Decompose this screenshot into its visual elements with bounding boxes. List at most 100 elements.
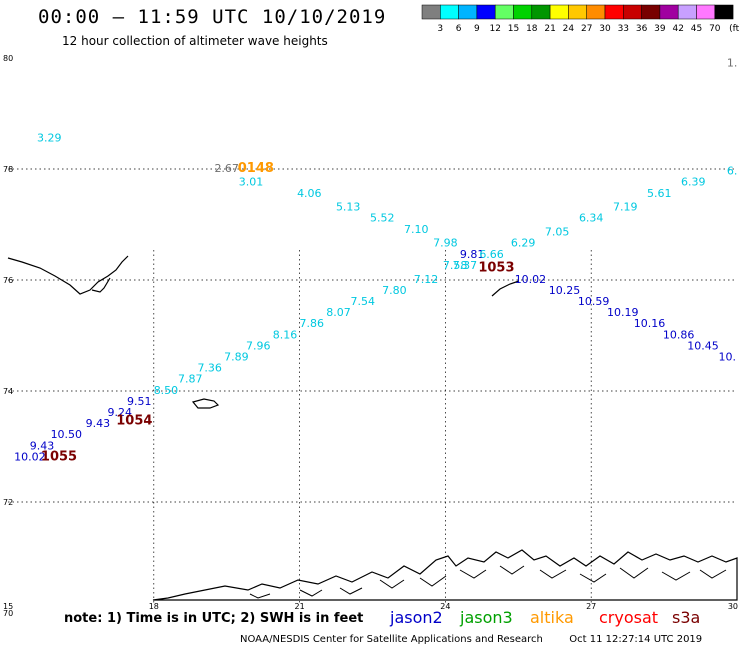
legend-tick-label: 33 [618,24,629,34]
wave-height-label: 8.16 [273,328,298,341]
wave-height-label: 8.50 [154,384,179,397]
wave-height-label: 10. [719,350,737,363]
wave-height-label: 5.52 [370,212,395,225]
latitude-label: 70 [3,609,13,618]
legend-tick-label: 3 [437,24,443,34]
satellite-jason3-label: jason3 [460,608,513,627]
longitude-labels: 15 18 21 24 27 30 [3,602,738,611]
footer-note: note: 1) Time is in UTC; 2) SWH is in fe… [64,611,364,626]
credit-text: NOAA/NESDIS Center for Satellite Applica… [240,634,543,645]
wave-height-label: 7.86 [300,317,325,330]
latitude-label: 72 [3,498,13,507]
legend-swatch [440,4,459,20]
wave-height-label: 7.58 [443,259,468,272]
wave-height-label: 10.50 [51,428,83,441]
legend-tick-label: 27 [581,24,592,34]
legend-tick-label: 36 [636,24,648,34]
observation-time-label: 1055 [41,449,77,464]
wave-height-label: 7.87 [178,373,203,386]
wave-height-label: 10.59 [578,295,610,308]
legend-swatch [586,4,606,20]
legend-tick-label: 24 [563,24,575,34]
wave-height-label: 6.29 [511,237,536,250]
observation-time-label: 1054 [116,413,152,428]
wave-height-label: 9.43 [30,439,55,452]
observation-time-label: 1053 [478,261,514,276]
latitude-label: 74 [3,387,13,396]
legend-swatch [641,4,661,20]
footer-credit: NOAA/NESDIS Center for Satellite Applica… [240,634,702,645]
longitude-label: 30 [728,602,738,611]
wave-height-label: 7.10 [404,223,429,236]
legend-swatch [568,4,587,20]
wave-height-label: 7.37 [453,259,478,272]
longitude-label: 21 [295,602,305,611]
latitude-label: 78 [3,165,13,174]
wave-height-label: 10.02 [515,273,547,286]
norway-fjords [249,565,727,599]
wave-height-label: 9.43 [86,417,111,430]
wave-height-label: 6.39 [681,176,706,189]
norway-coast [152,549,738,601]
wave-height-label: 5.13 [336,201,361,214]
latitude-labels: 80 78 76 74 72 70 [3,54,13,618]
wave-height-label: 9.51 [127,395,152,408]
longitude-label: 24 [440,602,450,611]
wave-height-label: 1. [727,56,738,69]
wave-height-label: 6.66 [479,248,504,261]
legend-swatch [696,4,716,20]
wave-height-label: 9.24 [108,406,133,419]
wave-height-label: 7.98 [433,237,458,250]
wave-height-label: 4.06 [297,187,322,200]
wave-height-label: 7.89 [224,350,249,363]
legend-swatch [659,4,679,20]
legend-tick-label: 6 [456,24,462,34]
legend-swatch [604,4,624,20]
wave-height-label: 7.19 [613,201,638,214]
legend-tick-label: 18 [526,24,538,34]
wave-height-label: 10.16 [634,317,666,330]
satellite-jason2-label: jason2 [390,608,443,627]
wave-height-label: 10.86 [663,328,695,341]
map-grid [8,168,737,603]
legend-tick-label: 15 [508,24,519,34]
wave-height-label: 2.67 [214,162,239,175]
satellite-s3a-label: s3a [672,608,701,627]
wave-height-label: 7.36 [197,362,222,375]
legend-swatch [549,4,569,20]
wave-height-label: 10.25 [549,284,581,297]
page-subtitle: 12 hour collection of altimeter wave hei… [62,34,328,48]
longitude-label: 27 [586,602,596,611]
wave-height-label: 9.81 [460,248,485,261]
legend-tick-label: 21 [544,24,555,34]
legend-swatch [531,4,551,20]
legend-swatch [494,4,514,20]
satellite-cryosat-label: cryosat [599,608,659,627]
wave-height-label: 5.61 [647,187,672,200]
legend-tick-label: 30 [599,24,611,34]
wave-height-label: 7.80 [382,284,407,297]
legend-tick-label: 70 [709,24,721,34]
wave-height-label: 7.96 [246,339,271,352]
generated-timestamp: Oct 11 12:27:14 UTC 2019 [569,634,703,645]
observation-time-label: 0148 [238,161,274,176]
legend-tick-label: 39 [654,24,666,34]
bear-island [191,398,220,409]
wave-height-label: 7.05 [545,226,570,239]
wave-height-label: 8.07 [326,306,351,319]
legend-tick-label: 45 [691,24,702,34]
hopen-island [491,280,520,297]
wave-height-label: 3.01 [239,176,264,189]
wave-height-label: 10.45 [687,339,719,352]
satellite-altika-label: altika [530,608,574,627]
longitude-label: 15 [3,602,13,611]
wave-height-label: 7.12 [414,273,439,286]
wave-height-label: 6. [727,165,738,178]
coastline [7,255,738,601]
legend-swatch [623,4,642,20]
wave-height-label: 3.29 [37,131,62,144]
legend-swatch [714,4,734,20]
